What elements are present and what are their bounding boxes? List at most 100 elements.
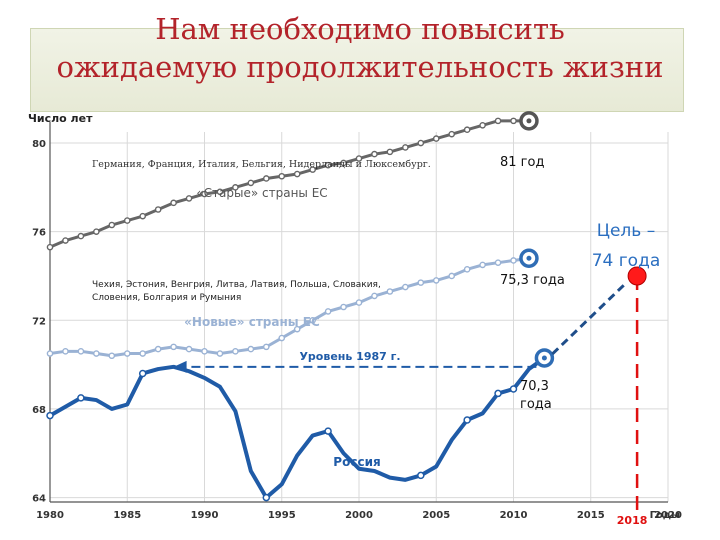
data-point — [509, 385, 518, 393]
title-frame — [30, 28, 684, 112]
x-tick-label: 1995 — [268, 510, 296, 521]
new-eu-end-marker-center — [526, 255, 532, 261]
data-point — [417, 139, 425, 147]
data-point — [62, 348, 69, 355]
data-point — [201, 348, 208, 355]
title-line-1: Нам необходимо повысить — [155, 12, 565, 46]
slide-title: Нам необходимо повысить ожидаемую продол… — [0, 10, 720, 86]
series-line — [49, 356, 546, 500]
new-eu-end-label: 75,3 года — [500, 273, 565, 288]
y-tick-label: 76 — [32, 228, 46, 239]
data-point — [494, 389, 502, 398]
data-point — [386, 288, 394, 295]
x-tick-label: 2020 — [654, 510, 682, 521]
new-eu-label: «Новые» страны ЕС — [184, 315, 320, 329]
old-eu-label: «Старые» страны ЕС — [196, 186, 327, 200]
data-point — [262, 343, 270, 351]
data-point — [93, 228, 100, 235]
x-tick-label: 2010 — [500, 510, 528, 521]
data-point — [324, 161, 332, 169]
data-point — [123, 350, 131, 357]
data-point — [46, 350, 54, 357]
target-label-line-1: Цель – — [597, 221, 655, 241]
data-point — [108, 221, 116, 229]
data-point — [355, 299, 363, 306]
y-tick-label: 80 — [32, 139, 46, 150]
data-point — [479, 121, 486, 129]
data-point — [201, 190, 208, 198]
data-point — [247, 345, 255, 353]
data-point — [123, 217, 131, 224]
data-point — [185, 195, 193, 202]
data-point — [386, 148, 394, 156]
data-point — [108, 352, 116, 360]
x-axis-label: Годы — [650, 510, 680, 521]
data-point — [62, 237, 69, 244]
data-point — [139, 350, 146, 357]
data-point — [463, 266, 471, 273]
data-point — [417, 471, 425, 480]
data-point — [278, 334, 286, 342]
data-point — [139, 212, 146, 220]
data-point — [93, 350, 100, 357]
data-point — [77, 394, 85, 402]
x-tick-label: 2015 — [577, 510, 605, 521]
data-point — [510, 117, 517, 125]
data-point — [170, 199, 177, 207]
target-year-label: 2018 — [617, 514, 648, 527]
y-tick-label: 72 — [32, 316, 46, 327]
data-point — [247, 179, 255, 187]
data-point — [216, 188, 224, 196]
target-projection-line — [551, 280, 629, 356]
y-axis-label: Число лет — [28, 112, 93, 125]
data-point — [77, 232, 85, 240]
old-eu-end-marker-center — [526, 118, 532, 124]
russia-end-value: 70,3 — [520, 379, 549, 394]
level-1987-label: Уровень 1987 г. — [299, 350, 400, 363]
russia-label: Россия — [333, 455, 380, 469]
data-point — [77, 348, 85, 355]
title-line-2: ожидаемую продолжительность жизни — [56, 50, 664, 84]
data-point — [463, 126, 471, 134]
target-label-line-2: 74 года — [592, 251, 661, 271]
plot-background — [20, 112, 680, 520]
data-point — [355, 155, 363, 162]
new-eu-countries-text-2: Словения, Болгария и Румыния — [92, 293, 241, 303]
data-point — [510, 257, 517, 264]
russia-end-marker-center — [541, 355, 547, 361]
data-point — [402, 144, 409, 151]
x-tick-label: 1985 — [113, 510, 141, 521]
data-point — [340, 303, 347, 311]
data-point — [448, 130, 456, 138]
level-1987-arrowhead — [173, 360, 187, 373]
data-point — [309, 316, 316, 324]
data-point — [232, 184, 239, 191]
data-point — [232, 348, 239, 355]
old-eu-end-label: 81 год — [500, 155, 544, 170]
x-tick-label: 2000 — [345, 510, 373, 521]
data-point — [432, 277, 440, 284]
data-point — [170, 343, 177, 351]
data-point — [494, 259, 502, 266]
y-tick-label: 64 — [32, 494, 46, 505]
data-point — [371, 292, 378, 300]
x-tick-label: 1990 — [191, 510, 219, 521]
data-point — [185, 345, 193, 353]
data-point — [324, 427, 332, 435]
data-point — [293, 325, 301, 333]
data-point — [138, 369, 147, 378]
x-tick-label: 1980 — [36, 510, 64, 521]
data-point — [340, 159, 347, 167]
data-point — [324, 308, 332, 315]
data-point — [448, 272, 456, 280]
russia-end-unit: года — [520, 397, 552, 412]
data-point — [494, 117, 502, 125]
target-marker — [627, 266, 647, 286]
data-point — [262, 175, 270, 182]
data-point — [262, 493, 271, 502]
data-point — [402, 283, 409, 291]
x-tick-label: 2005 — [422, 510, 450, 521]
data-point — [46, 411, 54, 420]
data-point — [463, 416, 471, 424]
